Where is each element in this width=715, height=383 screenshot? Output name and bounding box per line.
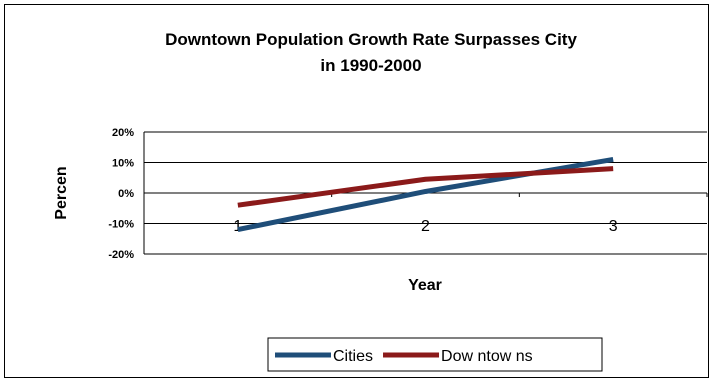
y-tick-label: 0% (118, 188, 134, 200)
y-tick-label: -20% (108, 249, 134, 261)
legend-label: Cities (333, 348, 373, 365)
x-tick-label: 3 (609, 218, 618, 235)
chart-frame: Downtown Population Growth Rate Surpasse… (4, 4, 709, 378)
x-tick-label: 1 (233, 218, 242, 235)
legend: Cities Dow ntow ns (267, 337, 603, 372)
y-tick-label: 10% (112, 158, 134, 170)
chart-title-line-1: Downtown Population Growth Rate Surpasse… (165, 30, 577, 49)
line-chart: Downtown Population Growth Rate Surpasse… (53, 30, 708, 372)
y-tick-label: 20% (112, 127, 134, 139)
chart-title-line-2: in 1990-2000 (320, 56, 421, 75)
legend-label: Dow ntow ns (441, 348, 533, 365)
y-tick-label: -10% (108, 219, 134, 231)
y-axis-title: Percen (53, 166, 70, 219)
x-axis-title: Year (408, 277, 442, 294)
series-line-downtowns (237, 166, 614, 208)
x-tick-label: 2 (421, 218, 430, 235)
plot-area: 20% 10% 0% -10% -20% 1 2 3 (108, 127, 708, 261)
